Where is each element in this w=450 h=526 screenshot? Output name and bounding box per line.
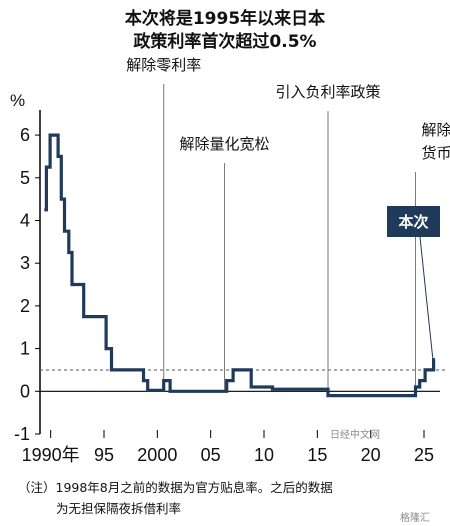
footnote-line-2: 为无担保隔夜拆借利率	[56, 501, 181, 516]
plot-area	[44, 133, 436, 398]
footnote-line-1: （注）1998年8月之前的数据为官方贴息率。之后的数据	[18, 480, 333, 495]
y-tick-label: 2	[20, 296, 30, 316]
x-tick-label: 05	[201, 445, 221, 465]
y-tick-label: 3	[20, 253, 30, 273]
y-tick-label: 0	[20, 381, 30, 401]
current-badge-box	[387, 206, 440, 237]
chart-title-line-1: 本次将是1995年以来日本	[125, 8, 325, 29]
annotation-label: 引入负利率政策	[275, 83, 380, 101]
annotation-label: 解除量化宽松	[180, 135, 270, 153]
annotation-label: 解除异次元	[421, 121, 450, 139]
x-tick-label: 15	[307, 445, 327, 465]
axes	[39, 110, 446, 434]
x-tick-label: 1990年	[22, 445, 80, 465]
y-axis-ticks: 6 5 4 3 2 1 0 -1	[14, 125, 40, 444]
y-tick-label: 4	[20, 210, 30, 230]
x-tick-label: 2000	[137, 445, 177, 465]
x-tick-label: 10	[254, 445, 274, 465]
annotation-label: 解除零利率	[126, 56, 201, 74]
chart-title-line-2: 政策利率首次超过0.5%	[133, 31, 316, 52]
x-tick-label: 20	[361, 445, 381, 465]
current-badge-label: 本次	[398, 213, 428, 231]
x-axis-ticks: 1990年 95 2000 05 10 15 20 25	[22, 430, 434, 465]
x-tick-label: 25	[414, 445, 434, 465]
x-tick-label: 95	[94, 445, 114, 465]
y-tick-label: 6	[20, 125, 30, 145]
annotation-label: 货币宽松	[421, 144, 450, 162]
watermark-glh: 格隆汇	[400, 511, 430, 524]
current-badge: 本次	[387, 206, 440, 237]
y-tick-label: 5	[20, 168, 30, 188]
watermark-nikkei: 日经中文网	[330, 428, 380, 441]
badge-connector	[419, 236, 434, 358]
y-tick-label: -1	[14, 424, 30, 444]
y-tick-label: 1	[20, 339, 30, 359]
rate-series-line	[44, 133, 436, 398]
y-axis-unit: %	[10, 91, 25, 110]
